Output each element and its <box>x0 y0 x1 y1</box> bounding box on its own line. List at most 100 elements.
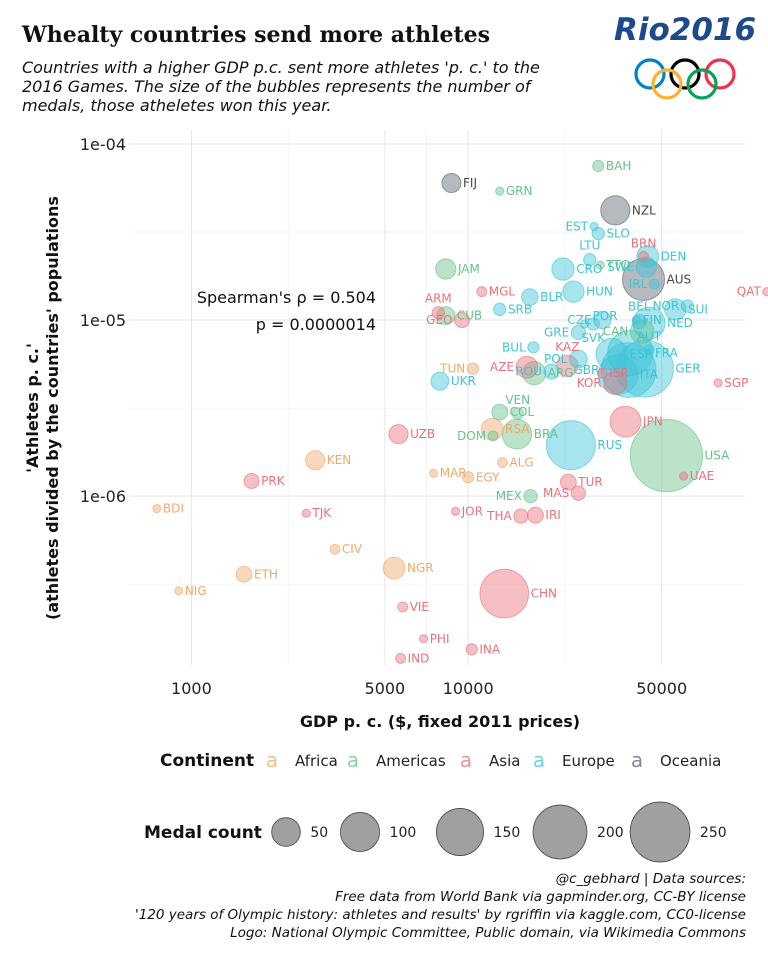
bubble-bdi <box>152 504 162 514</box>
bubble-usa <box>629 418 704 493</box>
bubble-eth <box>235 565 253 583</box>
bubble-tur <box>559 473 577 491</box>
label-uzb: UZB <box>410 427 435 441</box>
label-tto: TTO <box>605 258 630 272</box>
label-ukr: UKR <box>451 374 476 388</box>
medal-size-key-250 <box>629 801 691 863</box>
bubble-mex <box>523 488 538 504</box>
label-jam: JAM <box>457 262 480 276</box>
label-nig: NIG <box>185 584 207 598</box>
label-cro: CRO <box>576 262 602 276</box>
bubble-ind <box>395 652 407 664</box>
bubble-grn <box>495 186 505 196</box>
bubble-chn <box>479 568 530 619</box>
ring <box>669 58 701 90</box>
label-nor: NOR <box>653 299 680 313</box>
label-rou: ROU <box>515 365 542 379</box>
country-labels: USA GER GBR RUS CHN FRA AUS ITA NED ESP JPN BRA NZL C… <box>163 159 762 665</box>
label-chn: CHN <box>531 587 557 601</box>
medal-count-legend-title: Medal count <box>144 823 262 843</box>
label-ned: NED <box>667 316 693 330</box>
label-mgl: MGL <box>489 285 516 299</box>
label-dom: DOM <box>457 429 486 443</box>
label-isr: ISR <box>609 366 629 380</box>
bubble-phi <box>418 634 429 644</box>
label-ita: ITA <box>640 368 659 382</box>
bubble-civ <box>329 543 341 555</box>
bubble-tjk <box>301 508 311 518</box>
bubble-tha <box>513 508 529 524</box>
bubble-aze <box>515 355 539 379</box>
label-col: COL <box>510 405 535 419</box>
label-fin: FIN <box>642 313 661 327</box>
caption-line: Free data from World Bank via gapminder.… <box>335 889 746 905</box>
medal-size-label-200: 200 <box>597 825 624 841</box>
label-irl: IRL <box>629 277 648 291</box>
label-mas: MAS <box>543 486 569 500</box>
label-uae: UAE <box>690 469 715 483</box>
label-qat: QAT <box>737 285 762 299</box>
label-swe: SWE <box>607 260 634 274</box>
bubble-por <box>579 319 590 329</box>
bubble-den <box>636 244 660 268</box>
label-aus: AUS <box>667 272 692 286</box>
bubble-irl <box>648 278 660 290</box>
label-grn: GRN <box>506 184 533 198</box>
y-tick-label: 1e-04 <box>80 135 126 154</box>
ring <box>651 68 683 100</box>
y-tick-label: 1e-05 <box>80 311 126 330</box>
bubble-prk <box>243 472 260 490</box>
chart-subtitle: Countries with a higher GDP p.c. sent mo… <box>22 58 540 115</box>
label-svk: SVK <box>581 331 606 345</box>
bubble-pol <box>568 349 588 369</box>
continent-legend-title: Continent <box>160 751 254 771</box>
x-tick-label: 10000 <box>443 679 494 698</box>
bubble-mar <box>429 468 439 478</box>
label-tun: TUN <box>439 362 465 376</box>
bubble-geo <box>453 312 471 329</box>
label-brn: BRN <box>631 236 657 250</box>
label-tha: THA <box>486 509 512 523</box>
bubble-ltu <box>583 253 597 267</box>
label-phi: PHI <box>430 632 450 646</box>
continent-label-oceania: Oceania <box>660 752 721 770</box>
label-iri: IRI <box>545 508 560 522</box>
bubble-ger <box>615 339 674 398</box>
olympic-rings-icon <box>634 58 736 100</box>
label-eth: ETH <box>254 567 278 581</box>
bubble-svk <box>586 317 600 331</box>
label-ven: VEN <box>505 393 530 407</box>
label-fij: FIJ <box>463 176 477 190</box>
label-egy: EGY <box>476 470 500 484</box>
bubble-ven <box>511 407 524 420</box>
continent-key-africa: a <box>266 748 278 772</box>
y-axis-label-line1: 'Athletes p. c.' <box>23 343 42 473</box>
medal-size-label-250: 250 <box>700 825 727 841</box>
bubble-hun <box>562 280 585 303</box>
bubble-jor <box>450 506 461 516</box>
bubble-ina <box>465 643 478 656</box>
bubble-arm <box>431 306 446 320</box>
ring <box>686 68 718 100</box>
bubble-nor <box>680 299 695 313</box>
continent-label-europe: Europe <box>562 752 615 770</box>
medal-size-label-100: 100 <box>390 825 417 841</box>
bubble-isr <box>596 367 608 379</box>
bubble-uae <box>678 471 689 481</box>
bubble-fin <box>631 315 641 325</box>
bubble-nzl <box>600 195 631 226</box>
label-mar: MAR <box>440 466 467 480</box>
label-bra: BRA <box>534 427 559 441</box>
bubble-bul <box>527 341 540 354</box>
label-civ: CIV <box>342 542 363 556</box>
bubble-brn <box>638 250 650 262</box>
medal-size-label-50: 50 <box>310 825 328 841</box>
y-axis-label-line2: (athletes divided by the countries' popu… <box>43 196 62 620</box>
bubble-iri <box>527 506 544 524</box>
label-rus: RUS <box>597 438 622 452</box>
label-nzl: NZL <box>632 203 656 217</box>
label-vie: VIE <box>410 600 429 614</box>
bubble-srb <box>493 302 507 317</box>
bubble-cub <box>436 306 456 326</box>
bubble-gbr <box>600 342 657 398</box>
